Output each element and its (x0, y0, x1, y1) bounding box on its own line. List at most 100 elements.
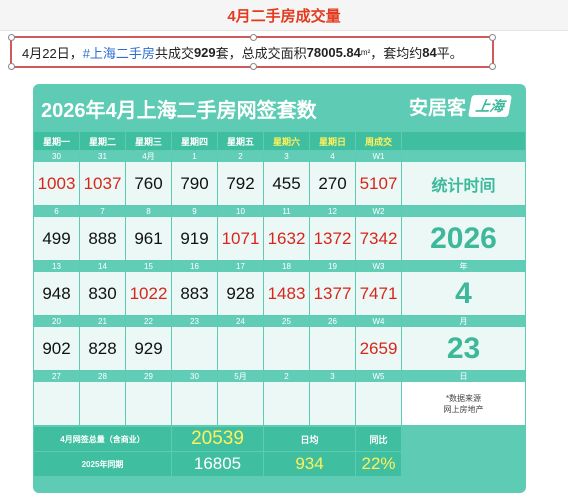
day-number: 29 (126, 371, 171, 382)
logo-badge: 上海 (468, 95, 512, 117)
daily-count: 270 (310, 162, 355, 205)
daily-count (310, 327, 355, 370)
note-line: *数据来源 (445, 393, 482, 403)
side-spacer (402, 206, 525, 217)
week-total: 5107 (356, 162, 401, 205)
daily-count: 1377 (310, 272, 355, 315)
day-number: 16 (172, 261, 217, 272)
card-title: 2026年4月上海二手房网签套数 (41, 100, 317, 122)
day-number: 22 (126, 316, 171, 327)
stat-month: 4 (402, 272, 525, 315)
daily-count (126, 382, 171, 425)
week-total: 7342 (356, 217, 401, 260)
side-spacer (402, 151, 525, 162)
last-year-label: 2025年同期 (34, 452, 171, 476)
daily-count (218, 327, 263, 370)
day-number: 5月 (218, 371, 263, 382)
year-label: 年 (402, 261, 525, 272)
daily-count (34, 382, 79, 425)
day-number: 14 (80, 261, 125, 272)
daily-count: 792 (218, 162, 263, 205)
day-number: W2 (356, 206, 401, 217)
daily-count: 928 (218, 272, 263, 315)
total-value: 20539 (172, 427, 263, 451)
daily-count: 1003 (34, 162, 79, 205)
daily-count: 919 (172, 217, 217, 260)
daily-count (264, 382, 309, 425)
day-number: 9 (172, 206, 217, 217)
daily-count: 1483 (264, 272, 309, 315)
weekday-header: 星期日 (310, 132, 355, 150)
day-number: W5 (356, 371, 401, 382)
resize-handle[interactable] (250, 34, 257, 41)
resize-handle[interactable] (250, 63, 257, 70)
week-total (356, 382, 401, 425)
day-number: W3 (356, 261, 401, 272)
day-number: W1 (356, 151, 401, 162)
daily-count: 499 (34, 217, 79, 260)
day-number: 27 (34, 371, 79, 382)
day-number: 1 (172, 151, 217, 162)
daily-count: 455 (264, 162, 309, 205)
stat-day: 23 (402, 327, 525, 370)
daily-count: 1022 (126, 272, 171, 315)
day-number: 30 (34, 151, 79, 162)
weekday-header: 星期五 (218, 132, 263, 150)
day-number: 17 (218, 261, 263, 272)
daily-count (218, 382, 263, 425)
stat-year: 2026 (402, 217, 525, 260)
summary-text: ，套均约 (370, 45, 423, 61)
day-number: 2 (218, 151, 263, 162)
daily-count (172, 382, 217, 425)
summary-text: 共成交 (154, 45, 194, 61)
resize-handle[interactable] (8, 34, 15, 41)
day-number: 28 (80, 371, 125, 382)
day-number: 3 (264, 151, 309, 162)
daily-count: 888 (80, 217, 125, 260)
summary-textbox[interactable]: 4月22日， #上海二手房 共成交 929 套，总成交面积 78005.84 m… (8, 34, 496, 70)
day-label: 日 (402, 371, 525, 382)
day-number: 23 (172, 316, 217, 327)
daily-count (264, 327, 309, 370)
day-number: 19 (310, 261, 355, 272)
stat-time-label: 统计时间 (402, 162, 525, 205)
hashtag-link[interactable]: #上海二手房 (82, 45, 155, 61)
day-number: 20 (34, 316, 79, 327)
summary-unit: m² (360, 47, 371, 57)
day-number: 31 (80, 151, 125, 162)
resize-handle[interactable] (489, 34, 496, 41)
daily-count: 1071 (218, 217, 263, 260)
day-number: 13 (34, 261, 79, 272)
daily-count: 929 (126, 327, 171, 370)
daily-avg-value: 934 (264, 452, 355, 476)
day-number: W4 (356, 316, 401, 327)
daily-count: 1632 (264, 217, 309, 260)
daily-count: 1372 (310, 217, 355, 260)
day-number: 3 (310, 371, 355, 382)
daily-count: 760 (126, 162, 171, 205)
daily-count: 1037 (80, 162, 125, 205)
weekday-header: 星期六 (264, 132, 309, 150)
anjuke-logo: 安居客 上海 (409, 94, 512, 119)
yoy-label: 同比 (356, 427, 401, 451)
week-total: 2659 (356, 327, 401, 370)
day-number: 25 (264, 316, 309, 327)
day-number: 2 (264, 371, 309, 382)
daily-count: 830 (80, 272, 125, 315)
day-number: 26 (310, 316, 355, 327)
resize-handle[interactable] (8, 63, 15, 70)
day-number: 4月 (126, 151, 171, 162)
daily-count: 961 (126, 217, 171, 260)
daily-count (310, 382, 355, 425)
card-header: 2026年4月上海二手房网签套数 安居客 上海 (33, 84, 526, 128)
resize-handle[interactable] (489, 63, 496, 70)
weekday-header: 星期一 (34, 132, 79, 150)
logo-text: 安居客 (409, 97, 467, 119)
day-number: 12 (310, 206, 355, 217)
week-total: 7471 (356, 272, 401, 315)
total-label: 4月网签总量（含商业） (34, 427, 171, 451)
summary-text: 平。 (436, 45, 463, 61)
day-number: 15 (126, 261, 171, 272)
summary-text: 套，总成交面积 (215, 45, 307, 61)
day-number: 4 (310, 151, 355, 162)
